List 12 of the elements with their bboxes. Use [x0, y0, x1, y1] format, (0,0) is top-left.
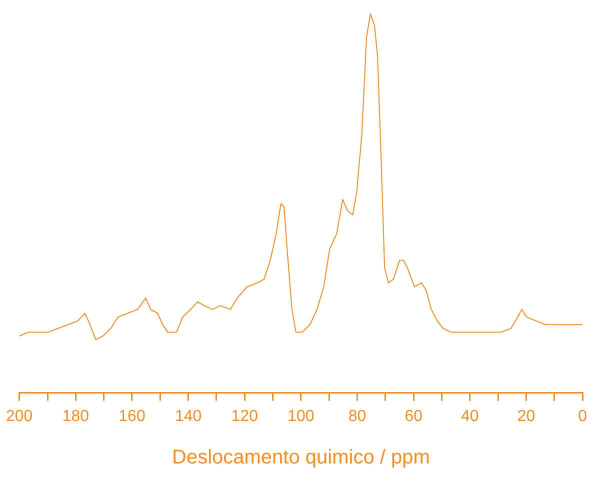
x-tick-label: 40 — [461, 408, 479, 425]
x-tick-label: 120 — [231, 408, 258, 425]
x-tick-label: 140 — [174, 408, 202, 425]
x-tick-label: 20 — [517, 408, 536, 425]
x-tick-label: 160 — [118, 408, 146, 425]
x-tick-label: 200 — [6, 408, 33, 425]
x-tick-label: 0 — [578, 408, 588, 425]
x-tick-label: 180 — [62, 408, 90, 425]
x-tick-label: 80 — [348, 408, 366, 425]
x-tick-label: 100 — [288, 408, 314, 425]
x-tick-label: 60 — [404, 408, 423, 425]
x-axis-title: Deslocamento quimico / ppm — [172, 446, 430, 469]
